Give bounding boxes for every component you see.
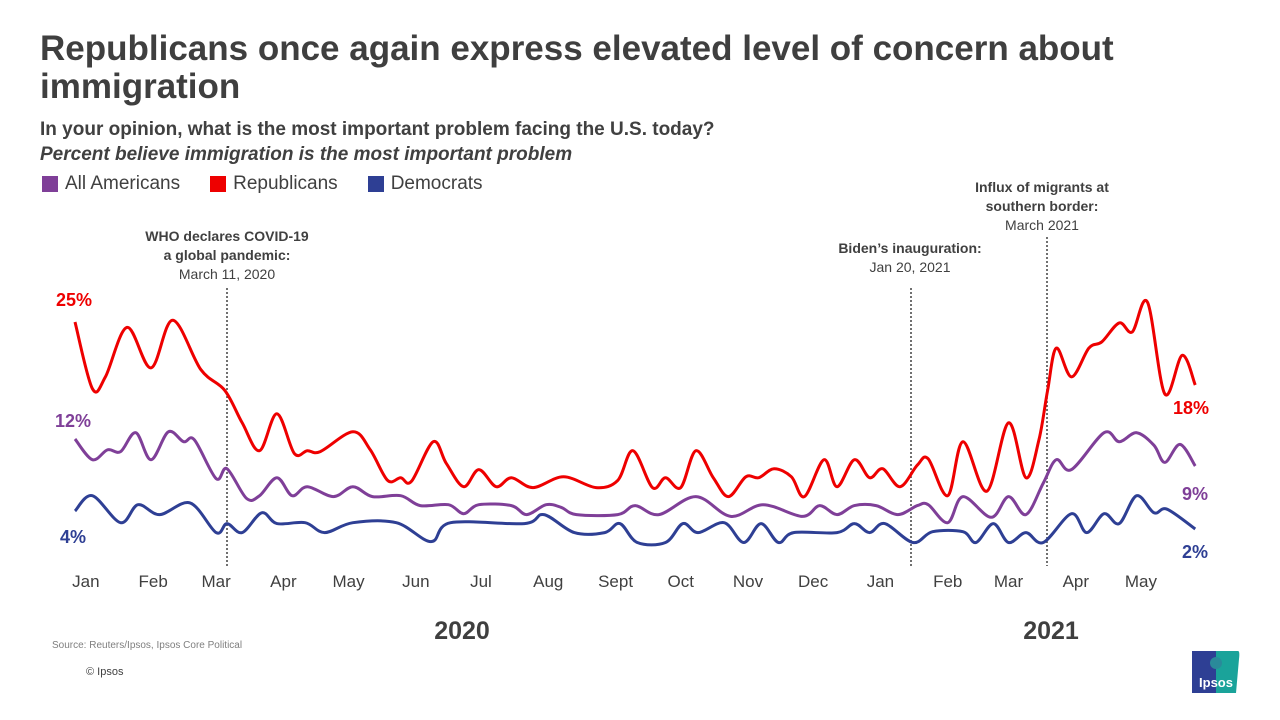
legend-label: Republicans	[233, 173, 338, 194]
x-tick-label: Mar	[993, 572, 1024, 591]
legend-swatch	[367, 176, 384, 192]
legend-swatch	[42, 176, 58, 192]
chart-title: Republicans once again express elevated …	[40, 29, 1114, 106]
annotation-title: Biden’s inauguration:	[838, 240, 982, 256]
data-label-republicans-end: 18%	[1173, 398, 1210, 418]
annotation-title: a global pandemic:	[163, 247, 291, 263]
ipsos-logo: Ipsos	[1192, 651, 1240, 693]
chart-subtitle: In your opinion, what is the most import…	[40, 119, 715, 140]
series-line-democrats	[73, 494, 1197, 547]
data-label-all-start: 12%	[55, 411, 92, 431]
logo-text: Ipsos	[1199, 675, 1233, 690]
legend: All Americans Republicans Democrats	[42, 173, 513, 195]
series-line-all-americans	[73, 429, 1197, 525]
source-note: Source: Reuters/Ipsos, Ipsos Core Politi…	[52, 640, 243, 651]
year-label-2021: 2021	[1023, 617, 1079, 645]
x-tick-label: Apr	[270, 572, 297, 591]
annotation-biden: Biden’s inauguration: Jan 20, 2021	[800, 239, 1020, 277]
x-tick-label: Feb	[138, 572, 168, 591]
x-tick-label: Dec	[798, 572, 829, 591]
x-tick-label: Jul	[470, 572, 492, 591]
annotation-title: WHO declares COVID-19	[145, 228, 309, 244]
copyright: © Ipsos	[86, 666, 124, 678]
data-label-democrats-start: 4%	[60, 527, 87, 547]
legend-item-republicans: Republicans	[210, 173, 338, 195]
chart-subtitle-measure: Percent believe immigration is the most …	[40, 144, 573, 165]
data-label-democrats-end: 2%	[1182, 542, 1209, 562]
x-tick-label: May	[1124, 572, 1158, 591]
legend-item-all-americans: All Americans	[42, 173, 180, 195]
x-tick-label: Apr	[1062, 572, 1090, 591]
legend-label: All Americans	[65, 173, 181, 194]
x-tick-label: Nov	[732, 572, 764, 591]
legend-item-democrats: Democrats	[367, 173, 483, 195]
x-tick-label: Jan	[866, 572, 895, 591]
legend-label: Democrats	[390, 173, 483, 194]
annotation-covid: WHO declares COVID-19 a global pandemic:…	[112, 227, 342, 284]
data-label-republicans-start: 25%	[56, 290, 93, 310]
series-line-republicans	[73, 298, 1197, 499]
x-tick-label: Aug	[533, 572, 564, 591]
legend-swatch	[210, 176, 227, 192]
annotation-title: Influx of migrants at	[975, 179, 1109, 195]
annotation-date: March 2021	[1005, 217, 1079, 233]
x-tick-label: Mar	[201, 572, 231, 591]
annotation-title: southern border:	[985, 198, 1099, 214]
annotation-date: March 11, 2020	[178, 266, 276, 282]
annotation-date: Jan 20, 2021	[869, 259, 951, 275]
x-tick-label: May	[332, 572, 365, 591]
x-tick-label: Jan	[72, 572, 100, 591]
x-tick-label: Oct	[667, 572, 694, 591]
x-tick-label: Feb	[933, 572, 963, 591]
data-label-all-end: 9%	[1182, 484, 1209, 504]
x-tick-label: Jun	[402, 572, 430, 591]
x-tick-label: Sept	[598, 572, 634, 591]
year-label-2020: 2020	[434, 617, 490, 645]
annotation-border: Influx of migrants at southern border: M…	[932, 178, 1152, 235]
